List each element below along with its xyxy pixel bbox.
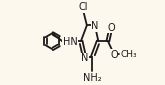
Text: N: N — [81, 53, 88, 63]
Text: Cl: Cl — [79, 2, 88, 12]
Text: O: O — [107, 23, 115, 33]
Text: N: N — [91, 21, 99, 31]
Text: NH₂: NH₂ — [83, 73, 102, 83]
Text: HN: HN — [63, 37, 78, 47]
Text: O: O — [110, 50, 118, 60]
Text: CH₃: CH₃ — [121, 50, 137, 59]
